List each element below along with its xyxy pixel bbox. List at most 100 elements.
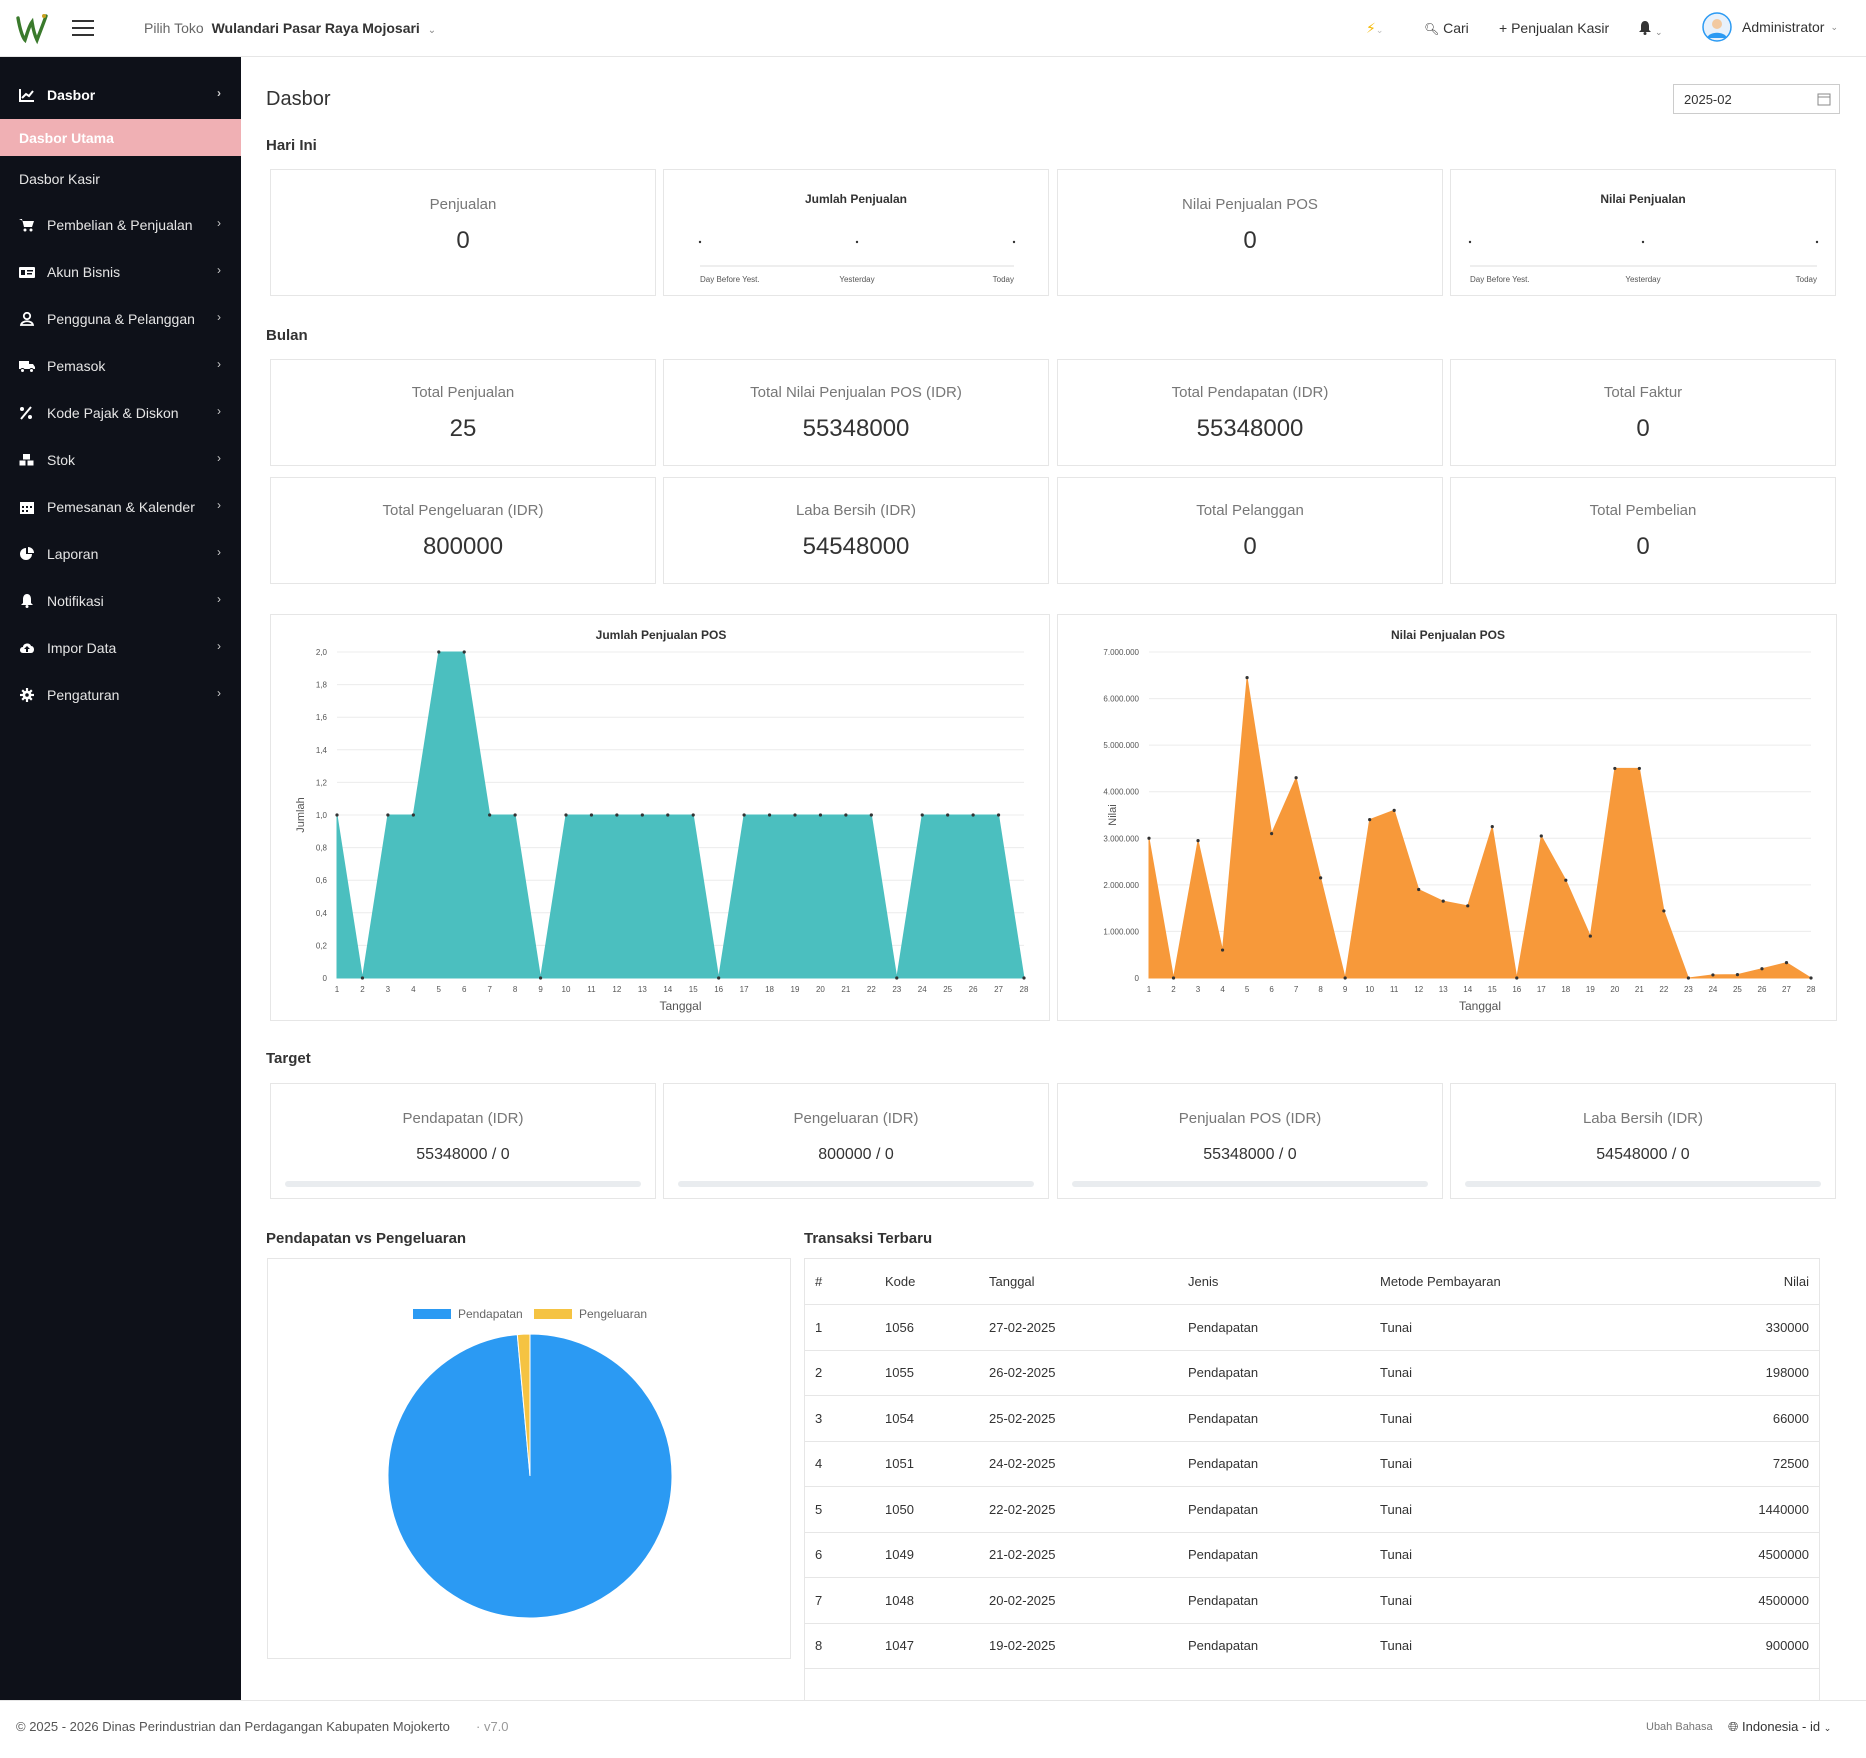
data-point[interactable] [946,813,950,817]
store-selector[interactable]: Pilih Toko Wulandari Pasar Raya Mojosari… [144,20,436,36]
app-logo[interactable] [14,10,50,46]
data-point[interactable] [1466,904,1470,908]
data-point[interactable] [691,813,695,817]
data-point[interactable] [386,813,390,817]
data-point[interactable] [640,813,644,817]
language-selector[interactable]: 🌐︎ Indonesia - id ⌄ [1728,1719,1831,1735]
data-point[interactable] [589,813,594,817]
month-picker-input[interactable]: 2025-02 [1673,84,1840,114]
data-point[interactable] [1588,934,1592,938]
data-point[interactable] [437,650,441,654]
search-button[interactable]: 🔍︎ Cari [1424,20,1469,36]
sidebar-item-notifikasi[interactable]: Notifikasi › [0,579,241,623]
data-point[interactable] [1392,808,1396,812]
data-point[interactable] [1343,976,1347,980]
data-point[interactable] [1441,899,1445,903]
data-point[interactable] [1760,967,1764,971]
data-point[interactable] [742,813,746,817]
data-point[interactable] [1662,909,1666,913]
data-point[interactable] [1637,766,1641,771]
data-point[interactable] [717,976,721,980]
data-point[interactable] [1245,676,1249,680]
sidebar-item-pengguna-pelanggan[interactable]: Pengguna & Pelanggan › [0,297,241,341]
pos-sale-button[interactable]: + Penjualan Kasir [1499,20,1610,36]
data-point[interactable] [411,813,415,817]
data-point[interactable] [360,976,365,980]
data-point[interactable] [1809,976,1813,980]
x-tick-label: 8 [1318,985,1323,994]
x-tick-label: 6 [1269,985,1274,994]
data-point[interactable] [844,813,848,817]
card-value: 55348000 / 0 [1203,1146,1297,1163]
data-point[interactable] [1711,973,1715,977]
data-point[interactable] [996,813,1001,817]
y-tick-label: 2.000.000 [1103,881,1139,890]
sidebar-item-pemasok[interactable]: Pemasok › [0,344,241,388]
data-point[interactable] [1539,834,1543,838]
data-point[interactable] [1220,948,1225,952]
data-point[interactable] [1515,976,1519,980]
table-cell: Tunai [1370,1532,1670,1578]
lightning-icon[interactable]: ⚡⌄ [1366,20,1384,36]
data-point[interactable] [1735,973,1740,977]
data-point[interactable] [615,813,619,817]
menu-toggle-icon[interactable] [72,20,94,36]
data-point[interactable] [538,976,543,980]
sidebar-item-kode-pajak[interactable]: Kode Pajak & Diskon › [0,391,241,435]
series-area [1148,677,1813,979]
data-point[interactable] [564,813,568,817]
data-point[interactable] [1147,836,1151,840]
data-point[interactable] [1196,839,1200,843]
sidebar-item-akun-bisnis[interactable]: Akun Bisnis › [0,250,241,294]
data-point[interactable] [971,813,975,817]
data-point[interactable] [1171,976,1176,980]
sidebar-item-dasbor-utama[interactable]: Dasbor Utama [0,119,241,156]
data-point[interactable] [1564,878,1568,882]
sidebar-item-label: Pemasok [47,358,106,374]
sidebar-item-laporan[interactable]: Laporan › [0,532,241,576]
data-point[interactable] [895,976,899,980]
data-point[interactable] [869,813,873,817]
data-point[interactable] [488,813,492,817]
today-sales-value-chart: Nilai Penjualan Day Before Yest. Yesterd… [1450,169,1836,296]
user-menu[interactable]: Administrator ⌄ [1702,12,1838,42]
sidebar-item-pembelian-penjualan[interactable]: Pembelian & Penjualan › [0,203,241,247]
y-tick-label: 0,2 [316,941,328,950]
data-point[interactable] [513,813,517,817]
table-cell: 1047 [875,1623,979,1669]
data-point[interactable] [767,813,772,817]
data-point[interactable] [1319,876,1323,880]
sidebar-item-pengaturan[interactable]: Pengaturan › [0,673,241,717]
data-point[interactable] [1368,818,1372,822]
data-point[interactable] [1269,832,1274,836]
table-cell: 19-02-2025 [979,1623,1178,1669]
data-point[interactable] [335,813,339,817]
sidebar-item-label: Pengguna & Pelanggan [47,311,195,327]
sidebar-item-impor-data[interactable]: Impor Data › [0,626,241,670]
sidebar-item-pemesanan-kalender[interactable]: Pemesanan & Kalender › [0,485,241,529]
pie-slice[interactable] [516,1333,531,1477]
data-point[interactable] [920,813,924,817]
notification-bell-icon[interactable]: ⌄ [1638,20,1663,38]
sidebar-item-stok[interactable]: Stok › [0,438,241,482]
data-point[interactable] [1613,766,1617,771]
table-cell: 3 [805,1395,875,1442]
sidebar-item-dasbor[interactable]: Dasbor › [0,73,241,117]
sidebar-item-dasbor-kasir[interactable]: Dasbor Kasir [19,170,100,187]
data-point[interactable] [1417,887,1421,892]
data-point[interactable] [666,813,670,817]
mini-point [1815,240,1819,244]
sidebar-item-label: Pembelian & Penjualan [47,217,193,233]
data-point[interactable] [1294,776,1298,780]
data-point[interactable] [1490,825,1494,829]
data-point[interactable] [462,650,466,654]
search-icon: 🔍︎ [1424,22,1440,36]
data-point[interactable] [818,813,823,817]
mini-point [698,240,702,244]
data-point[interactable] [793,813,797,817]
data-point[interactable] [1784,961,1789,965]
transactions-table-card: # Kode Tanggal Jenis Metode Pembayaran N… [804,1258,1820,1700]
data-point[interactable] [1686,976,1691,980]
language-value: Indonesia - id [1742,1719,1821,1734]
data-point[interactable] [1022,976,1026,980]
